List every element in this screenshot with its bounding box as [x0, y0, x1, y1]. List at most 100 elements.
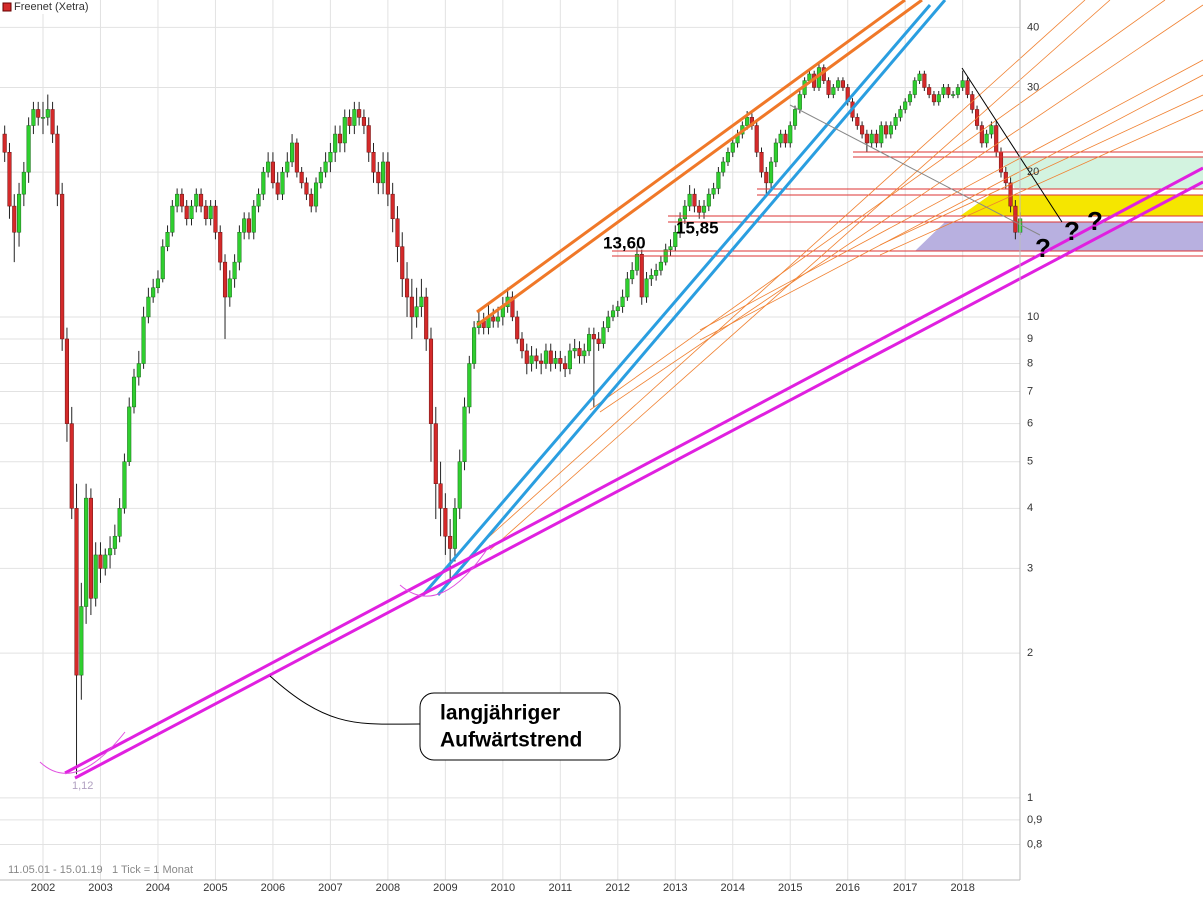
candle-body: [563, 363, 568, 370]
candle-body: [682, 205, 687, 220]
candle-body: [309, 193, 314, 207]
y-tick-label: 0,8: [1027, 838, 1042, 850]
candle-body: [299, 171, 304, 184]
candle-body: [108, 548, 113, 556]
candle-body: [333, 133, 338, 153]
trend-lines: [39, 0, 1203, 780]
candle-body: [395, 218, 400, 247]
candle-body: [692, 193, 697, 207]
candle-body: [448, 535, 453, 549]
candle-body: [840, 80, 845, 88]
candle-body: [836, 80, 841, 88]
candle-body: [725, 151, 731, 163]
candle-body: [112, 535, 117, 549]
annotation: 15,85: [676, 218, 719, 237]
candle-body: [764, 171, 769, 184]
candle-body: [318, 171, 323, 184]
candle-body: [117, 508, 122, 537]
candle-body: [74, 508, 79, 676]
candle-body: [716, 171, 721, 189]
candle-body: [357, 109, 362, 118]
candle-body: [404, 278, 410, 298]
callout-line: [269, 675, 421, 725]
channel-line: [599, 4, 1203, 413]
candle-body: [457, 461, 462, 509]
down-line: [961, 67, 1063, 223]
candle-body: [917, 73, 922, 81]
candle-body: [960, 80, 965, 88]
candle-body: [754, 125, 759, 153]
candle-body: [323, 161, 328, 173]
candle-body: [658, 261, 663, 271]
candle-body: [50, 109, 55, 135]
candle-body: [227, 278, 232, 298]
candle-body: [222, 261, 228, 298]
candle-body: [1003, 171, 1008, 184]
legend-swatch: [2, 2, 12, 12]
annotation: 13,60: [603, 233, 646, 252]
candle-body: [36, 109, 41, 118]
candle-body: [701, 205, 707, 213]
candle-body: [515, 316, 520, 340]
candle-body: [155, 278, 161, 288]
candle-body: [17, 193, 22, 233]
y-tick-label: 1: [1027, 792, 1033, 804]
x-tick-label: 2014: [721, 882, 745, 894]
candle-body: [903, 101, 908, 110]
annotation: ?: [1064, 216, 1080, 246]
candle-body: [2, 133, 7, 153]
channel-line: [489, 0, 1111, 551]
candle-body: [361, 117, 366, 126]
x-tick-label: 2008: [376, 882, 400, 894]
x-tick-label: 2018: [950, 882, 974, 894]
candle-body: [184, 205, 189, 220]
candle-body: [567, 350, 572, 370]
candle-body: [98, 554, 103, 569]
x-tick-label: 2005: [203, 882, 227, 894]
candle-body: [175, 193, 180, 207]
candle-body: [246, 218, 252, 233]
candle-body: [304, 182, 309, 195]
chart-title: Freenet (Xetra): [14, 1, 89, 13]
candle-body: [199, 193, 204, 207]
candle-body: [256, 193, 261, 207]
candle-body: [381, 161, 386, 184]
y-tick-label: 7: [1027, 385, 1033, 397]
candle-body: [428, 338, 434, 424]
candle-body: [936, 94, 941, 103]
candle-body: [826, 80, 831, 95]
candle-body: [529, 355, 534, 364]
x-tick-label: 2002: [31, 882, 55, 894]
candle-body: [194, 193, 199, 207]
upper-trend: [476, 0, 906, 314]
candle-body: [548, 350, 553, 364]
candle-body: [792, 109, 798, 126]
candle-body: [203, 205, 208, 220]
x-tick-label: 2006: [261, 882, 285, 894]
y-tick-label: 0,9: [1027, 814, 1042, 826]
candle-body: [879, 125, 884, 144]
candle-body: [644, 278, 649, 298]
channel-line: [699, 74, 1203, 341]
x-tick-label: 2011: [548, 882, 572, 894]
candle-body: [261, 171, 266, 195]
candle-body: [534, 355, 539, 362]
candle-body: [955, 87, 960, 95]
candle-body: [103, 554, 108, 569]
candle-body: [242, 218, 247, 233]
candle-body: [93, 554, 98, 599]
candle-body: [189, 205, 194, 220]
candle-body: [860, 125, 865, 135]
candle-body: [472, 327, 477, 364]
candle-body: [730, 142, 735, 153]
candle-body: [649, 275, 654, 280]
x-tick-label: 2012: [606, 882, 630, 894]
candle-body: [390, 193, 395, 220]
candle-body: [778, 133, 783, 144]
candle-body: [979, 125, 984, 144]
candle-body: [587, 334, 592, 352]
candle-body: [213, 205, 218, 233]
candle-body: [931, 94, 936, 103]
